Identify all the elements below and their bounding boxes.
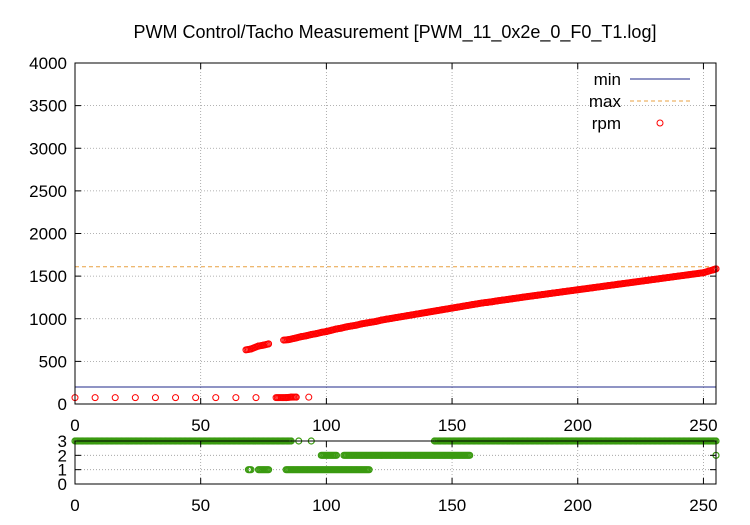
state-point [466, 451, 474, 459]
legend-label-min: min [594, 70, 621, 89]
x-tick-label: 250 [689, 496, 717, 515]
rpm-point [151, 394, 159, 402]
plot-frame [74, 440, 717, 485]
rpm-point [212, 394, 220, 402]
y-tick-label: 0 [58, 475, 67, 494]
y-tick-label: 3000 [29, 139, 67, 158]
chart-title: PWM Control/Tacho Measurement [PWM_11_0x… [134, 22, 657, 43]
x-tick-label: 0 [70, 416, 79, 435]
legend-swatch-rpm [656, 119, 664, 127]
x-tick-label: 200 [564, 416, 592, 435]
y-tick-label: 1 [58, 461, 67, 480]
upper-plot: 0 50 100 150 200 2500500100015002000250030003… [29, 54, 720, 435]
rpm-point [172, 394, 180, 402]
rpm-point [91, 394, 99, 402]
y-tick-label: 500 [39, 352, 67, 371]
y-tick-label: 3 [58, 432, 67, 451]
rpm-point [232, 394, 240, 402]
rpm-point [252, 394, 260, 402]
y-tick-label: 3500 [29, 97, 67, 116]
legend-label-max: max [589, 92, 622, 111]
x-tick-label: 50 [191, 496, 210, 515]
x-tick-label: 50 [191, 416, 210, 435]
state-point [332, 451, 341, 459]
x-tick-label: 0 [70, 496, 79, 515]
state-point [365, 466, 373, 474]
rpm-point [131, 394, 139, 402]
legend-label-rpm: rpm [592, 114, 621, 133]
x-tick-label: 150 [438, 416, 466, 435]
y-tick-label: 2000 [29, 225, 67, 244]
y-tick-label: 0 [58, 395, 67, 414]
y-tick-label: 1000 [29, 310, 67, 329]
x-tick-label: 200 [564, 496, 592, 515]
legend: min max rpm [589, 70, 690, 133]
rpm-point [192, 394, 200, 402]
y-tick-label: 2500 [29, 182, 67, 201]
x-tick-label: 100 [312, 416, 340, 435]
y-tick-label: 1500 [29, 267, 67, 286]
y-tick-label: 2 [58, 446, 67, 465]
state-point [264, 466, 273, 474]
x-tick-label: 150 [438, 496, 466, 515]
rpm-point [265, 340, 273, 348]
rpm-point [292, 393, 300, 401]
rpm-point [111, 394, 119, 402]
rpm-point [305, 393, 313, 401]
y-tick-label: 4000 [29, 54, 67, 73]
x-tick-label: 250 [689, 416, 717, 435]
state-point [247, 466, 255, 474]
x-tick-label: 100 [312, 496, 340, 515]
